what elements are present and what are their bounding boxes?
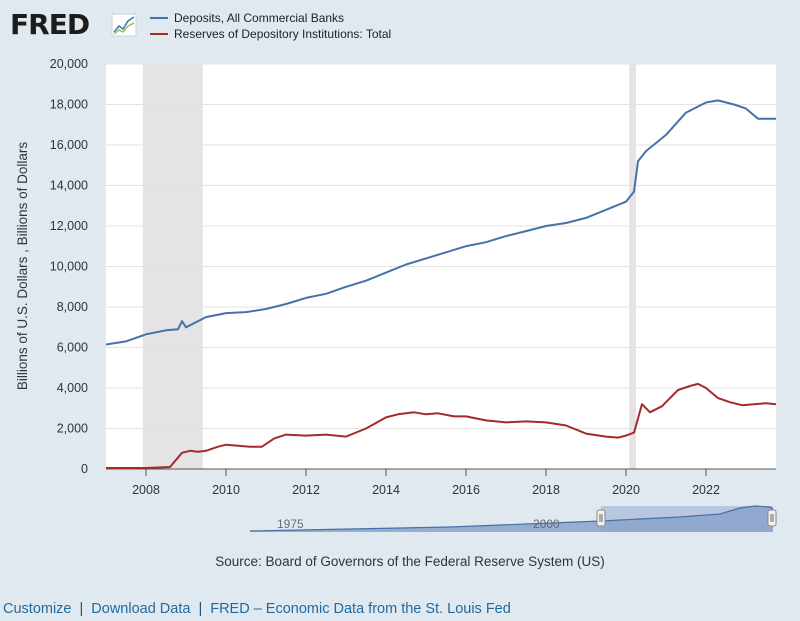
x-tick-label: 2016 (452, 483, 480, 497)
y-tick-label: 18,000 (50, 98, 88, 112)
legend-swatch-reserves (150, 33, 168, 35)
y-axis-label: Billions of U.S. Dollars , Billions of D… (15, 142, 30, 391)
series-line-reserves (106, 382, 777, 469)
download-data-link[interactable]: Download Data (91, 601, 191, 617)
footer: Customize | Download Data | FRED – Economic … (3, 601, 511, 617)
legend-swatch-deposits (150, 17, 168, 19)
x-tick-label: 2022 (692, 483, 720, 497)
fred-home-link[interactable]: FRED – Economic Data from the St. Louis … (210, 601, 511, 617)
chart: 0 2,000 4,000 6,000 8,000 10,000 12,000 14,000 1… (15, 57, 777, 532)
x-tick-label: 2014 (372, 483, 400, 497)
legend-label-reserves: Reserves of Depository Institutions: Tot… (174, 27, 392, 41)
legend-item-deposits[interactable]: Deposits, All Commercial Banks (150, 11, 344, 25)
legend-item-reserves[interactable]: Reserves of Depository Institutions: Tot… (150, 27, 391, 41)
x-tick-label: 2010 (212, 483, 240, 497)
legend-label-deposits: Deposits, All Commercial Banks (174, 11, 345, 25)
series-group (105, 99, 777, 469)
x-tick-label: 2020 (612, 483, 640, 497)
fred-logo[interactable]: FRED (10, 8, 140, 40)
customize-link[interactable]: Customize (3, 601, 72, 617)
x-axis: 2008 2010 2012 2014 2016 2018 2020 2022 (132, 469, 720, 497)
y-tick-label: 12,000 (50, 219, 88, 233)
fred-logo-text: FRED (10, 8, 89, 40)
y-tick-label: 0 (81, 462, 88, 476)
navigator-handle-left[interactable] (596, 509, 606, 527)
y-tick-label: 2,000 (57, 422, 88, 436)
y-tick-label: 16,000 (50, 138, 88, 152)
navigator-series-area (250, 506, 773, 532)
range-navigator[interactable]: 1975 2000 (106, 505, 777, 532)
y-tick-label: 10,000 (50, 260, 88, 274)
x-tick-label: 2012 (292, 483, 320, 497)
footer-separator: | (198, 601, 203, 617)
y-tick-label: 8,000 (57, 300, 88, 314)
y-axis: 0 2,000 4,000 6,000 8,000 10,000 12,000 14,000 1… (50, 57, 88, 476)
grid (106, 63, 776, 470)
x-tick-label: 2008 (132, 483, 160, 497)
y-tick-label: 20,000 (50, 57, 88, 71)
footer-separator: | (79, 601, 84, 617)
y-tick-label: 6,000 (57, 341, 88, 355)
series-line-deposits (105, 99, 776, 346)
y-tick-label: 4,000 (57, 381, 88, 395)
y-tick-label: 14,000 (50, 179, 88, 193)
navigator-handle-right[interactable] (767, 509, 777, 527)
navigator-label-2000: 2000 (533, 517, 560, 531)
x-tick-label: 2018 (532, 483, 560, 497)
navigator-label-1975: 1975 (277, 517, 304, 531)
fred-logo-graph-icon (111, 13, 137, 37)
source-text: Source: Board of Governors of the Federa… (215, 554, 605, 569)
